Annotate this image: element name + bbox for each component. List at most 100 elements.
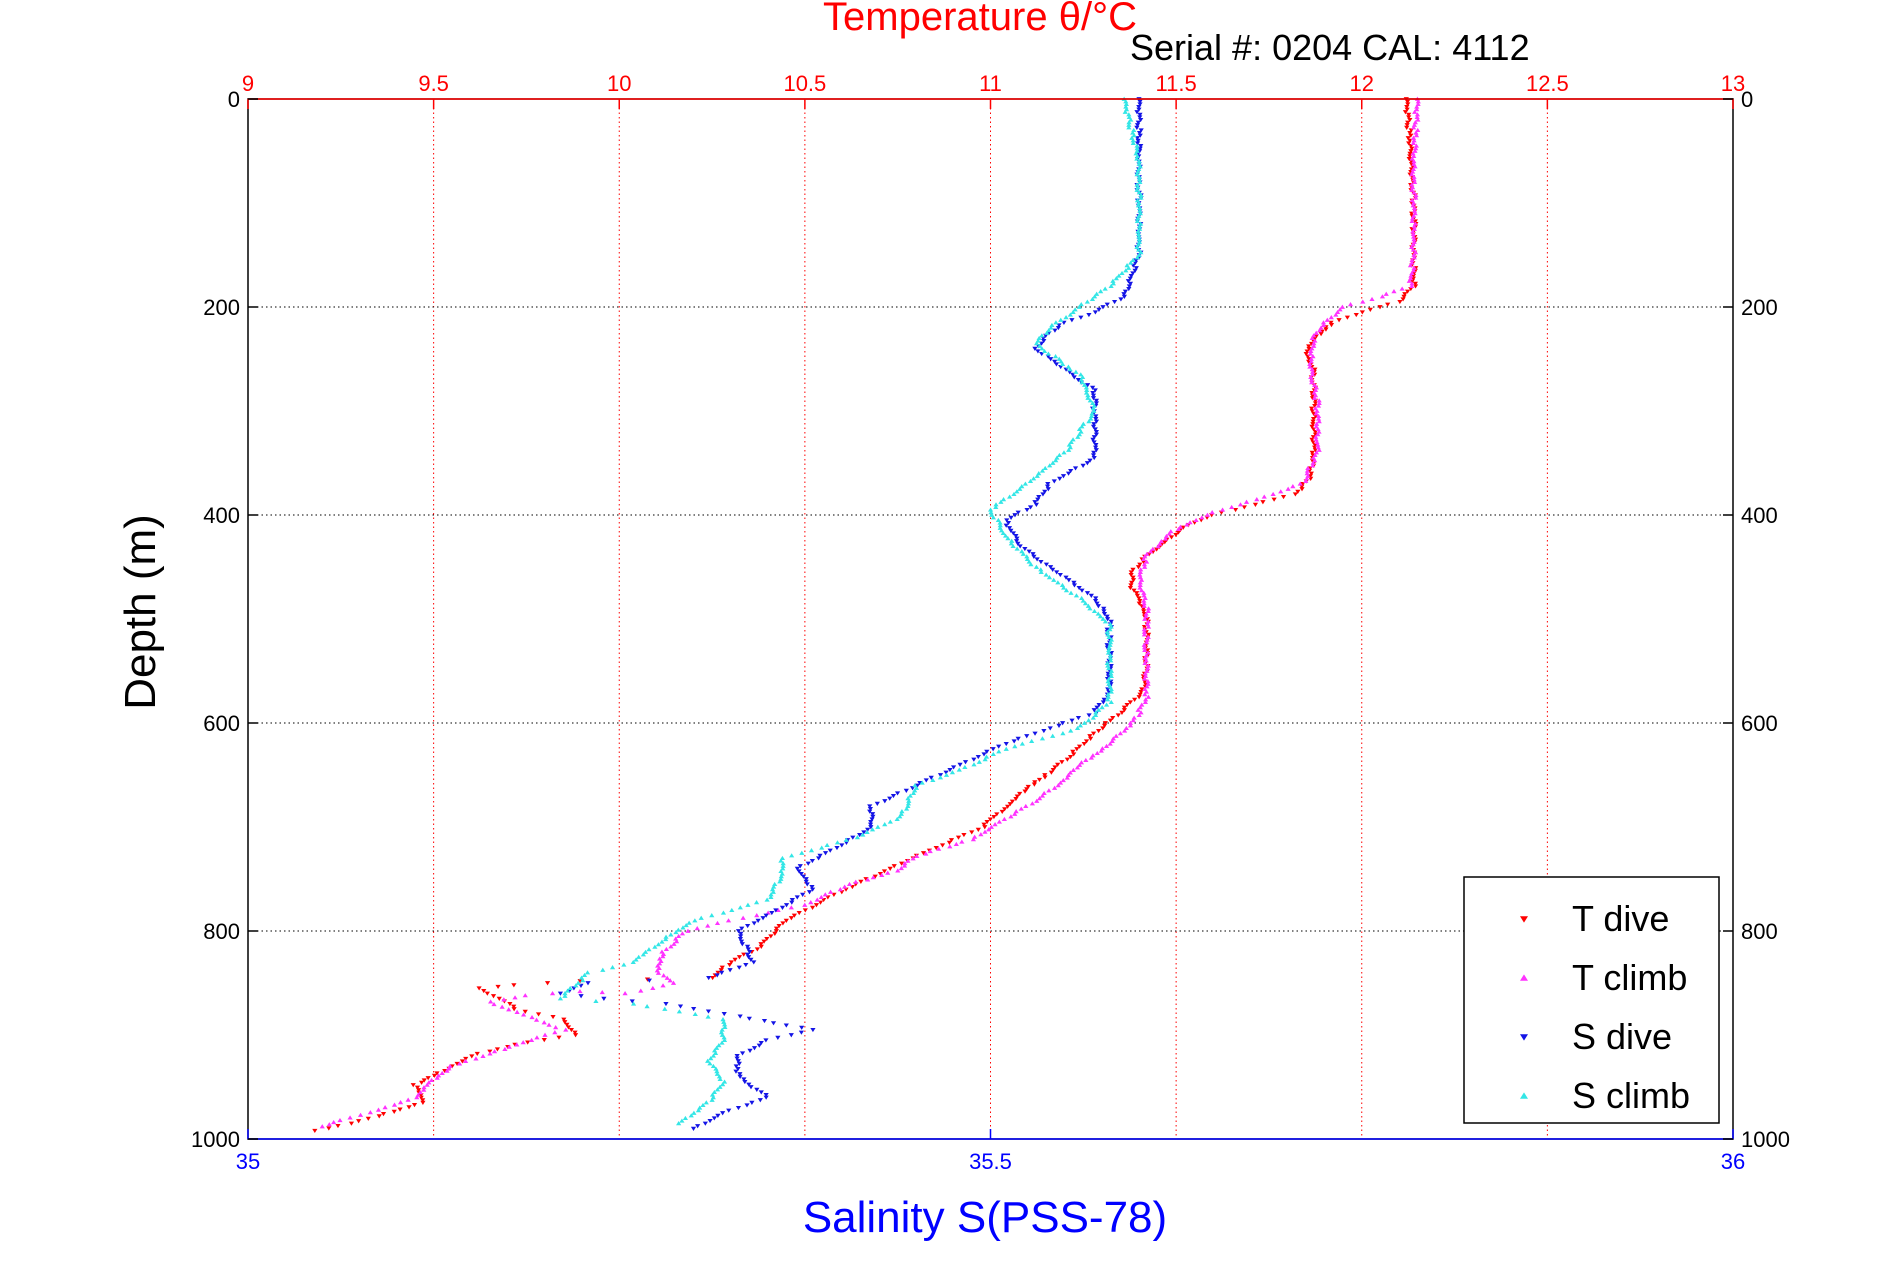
- data-point: [943, 772, 950, 777]
- data-point: [575, 980, 581, 985]
- data-point: [1404, 125, 1410, 130]
- data-point: [1104, 302, 1110, 307]
- data-point: [719, 970, 725, 975]
- data-point: [1144, 640, 1150, 645]
- data-point: [1409, 270, 1415, 276]
- data-point: [1070, 437, 1076, 442]
- data-point: [1309, 367, 1315, 372]
- data-point: [1026, 559, 1032, 564]
- data-point: [1101, 609, 1107, 614]
- data-point: [1408, 286, 1414, 292]
- data-point: [860, 832, 866, 837]
- data-point: [1130, 140, 1136, 146]
- data-point: [1142, 673, 1149, 679]
- data-point: [1032, 731, 1038, 736]
- data-point: [1305, 465, 1311, 471]
- data-point: [514, 1009, 520, 1014]
- data-point: [1300, 481, 1306, 487]
- data-point: [506, 1044, 512, 1049]
- data-point: [910, 856, 916, 861]
- data-point: [1104, 627, 1110, 632]
- data-point: [1007, 802, 1013, 807]
- data-point: [1102, 619, 1109, 624]
- data-point: [1136, 166, 1142, 172]
- data-point: [1134, 156, 1140, 161]
- data-point: [1406, 112, 1412, 117]
- data-point: [799, 850, 805, 855]
- data-point: [1410, 234, 1417, 239]
- data-point: [905, 796, 911, 801]
- data-point: [1136, 190, 1142, 195]
- data-point: [736, 1061, 742, 1066]
- data-point: [714, 1045, 720, 1050]
- data-point: [1135, 229, 1141, 234]
- data-point: [1008, 814, 1014, 819]
- data-point: [881, 869, 888, 874]
- data-point: [514, 1042, 520, 1047]
- data-point: [1083, 739, 1090, 744]
- data-point: [868, 819, 874, 825]
- data-point: [768, 894, 774, 900]
- data-point: [1141, 629, 1148, 634]
- data-point: [788, 905, 794, 910]
- data-point: [1410, 231, 1416, 237]
- data-point: [758, 1040, 764, 1046]
- data-point: [1130, 718, 1136, 723]
- data-point: [1031, 782, 1037, 787]
- data-point: [728, 960, 734, 965]
- data-point: [1093, 429, 1100, 435]
- data-point: [1092, 598, 1099, 604]
- data-point: [1166, 531, 1172, 536]
- data-point: [748, 957, 754, 962]
- data-point: [1002, 807, 1008, 812]
- data-point: [745, 955, 752, 960]
- data-point: [1414, 104, 1420, 109]
- temperature-tick-label: 9.5: [418, 71, 449, 96]
- data-point: [567, 985, 573, 991]
- data-point: [1134, 591, 1140, 596]
- data-point: [1193, 517, 1199, 523]
- data-point: [990, 747, 996, 752]
- data-point: [1057, 572, 1063, 578]
- data-point: [533, 1017, 540, 1022]
- data-point: [1098, 289, 1104, 294]
- data-point: [739, 926, 745, 931]
- data-point: [673, 929, 679, 935]
- data-point: [1056, 723, 1062, 728]
- data-point: [1313, 424, 1319, 429]
- data-point: [1096, 307, 1102, 312]
- data-point: [1134, 182, 1140, 187]
- data-point: [593, 998, 599, 1004]
- data-point: [1139, 687, 1145, 692]
- data-point: [882, 799, 888, 804]
- data-point: [1039, 468, 1046, 473]
- data-point: [1306, 346, 1312, 352]
- data-point: [1030, 552, 1036, 557]
- data-point: [1047, 726, 1053, 731]
- data-point: [1316, 400, 1322, 406]
- data-point: [721, 1011, 727, 1017]
- data-point: [553, 1025, 559, 1030]
- data-point: [1101, 723, 1108, 728]
- data-point: [727, 968, 733, 973]
- data-point: [905, 858, 911, 863]
- data-point: [1123, 99, 1129, 104]
- data-point: [507, 1001, 513, 1007]
- data-point: [1019, 484, 1025, 489]
- data-point: [1377, 305, 1383, 310]
- data-point: [751, 1046, 758, 1051]
- data-point: [679, 931, 686, 936]
- data-point: [788, 916, 794, 921]
- data-point: [357, 1112, 364, 1117]
- data-point: [1067, 367, 1073, 372]
- data-point: [1407, 117, 1413, 123]
- depth-tick-label-right: 1000: [1741, 1127, 1790, 1152]
- data-point: [990, 751, 996, 757]
- data-point: [664, 975, 670, 980]
- data-point: [1029, 738, 1035, 744]
- data-point: [661, 973, 667, 978]
- data-point: [899, 809, 905, 814]
- data-point: [1078, 372, 1084, 377]
- data-point: [788, 1033, 794, 1038]
- data-point: [1024, 734, 1030, 739]
